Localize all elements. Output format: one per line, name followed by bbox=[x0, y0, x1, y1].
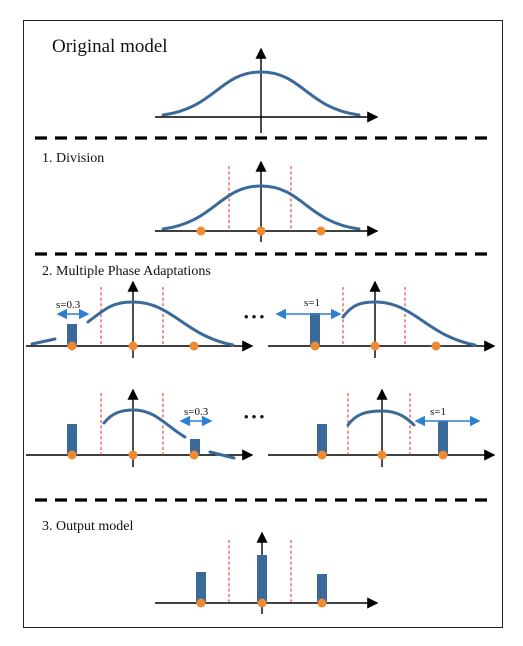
phase-point bbox=[128, 450, 138, 460]
original-model-plot bbox=[155, 47, 379, 133]
original-model-title: Original model bbox=[52, 36, 168, 57]
phase-point bbox=[196, 226, 206, 236]
figure-frame bbox=[23, 20, 503, 628]
distribution-curve bbox=[86, 300, 235, 347]
phase-point bbox=[431, 341, 441, 351]
adaptation-panel-top-left: s=0.3 bbox=[26, 280, 254, 358]
output-model-plot bbox=[155, 531, 379, 614]
distribution-curve bbox=[346, 409, 416, 427]
shift-label: s=0.3 bbox=[184, 406, 209, 418]
adaptation-panel-bottom-left: s=0.3 bbox=[26, 388, 254, 467]
division-title: 1. Division bbox=[42, 151, 104, 166]
phase-point bbox=[438, 450, 448, 460]
ellipsis-bottom: • • • bbox=[244, 409, 265, 424]
phase-point bbox=[67, 450, 77, 460]
phase-point bbox=[317, 598, 327, 608]
shift-label: s=1 bbox=[430, 406, 446, 418]
phase-point bbox=[370, 341, 380, 351]
division-plot bbox=[155, 160, 379, 242]
phase-bar bbox=[67, 424, 77, 455]
shifted-curve-segment bbox=[30, 337, 57, 346]
output-bar bbox=[317, 574, 327, 603]
distribution-curve bbox=[102, 408, 187, 439]
phase-bar bbox=[317, 424, 327, 455]
phase-point bbox=[67, 341, 77, 351]
phase-bar bbox=[438, 421, 448, 455]
phase-point bbox=[310, 341, 320, 351]
distribution-curve bbox=[161, 70, 361, 117]
shift-label: s=0.3 bbox=[56, 299, 81, 311]
adaptation-panel-top-right: s=1 bbox=[268, 280, 496, 358]
output-bar bbox=[257, 555, 267, 603]
phase-bar bbox=[67, 324, 77, 346]
phase-point bbox=[128, 341, 138, 351]
phase-point bbox=[256, 226, 266, 236]
phase-bar bbox=[310, 313, 320, 346]
phase-point bbox=[377, 450, 387, 460]
shifted-curve-segment bbox=[208, 450, 236, 460]
distribution-curve bbox=[341, 300, 477, 347]
phase-point bbox=[189, 450, 199, 460]
phase-point bbox=[196, 598, 206, 608]
adaptations-title: 2. Multiple Phase Adaptations bbox=[42, 264, 211, 279]
output-model-title: 3. Output model bbox=[42, 519, 133, 534]
output-bar bbox=[196, 572, 206, 603]
phase-bar bbox=[190, 439, 200, 455]
phase-point bbox=[316, 226, 326, 236]
shift-label: s=1 bbox=[304, 297, 320, 309]
phase-point bbox=[189, 341, 199, 351]
adaptation-panel-bottom-right: s=1 bbox=[268, 388, 496, 467]
ellipsis-top: • • • bbox=[244, 309, 265, 324]
phase-point bbox=[317, 450, 327, 460]
phase-point bbox=[257, 598, 267, 608]
distribution-curve bbox=[161, 184, 361, 231]
